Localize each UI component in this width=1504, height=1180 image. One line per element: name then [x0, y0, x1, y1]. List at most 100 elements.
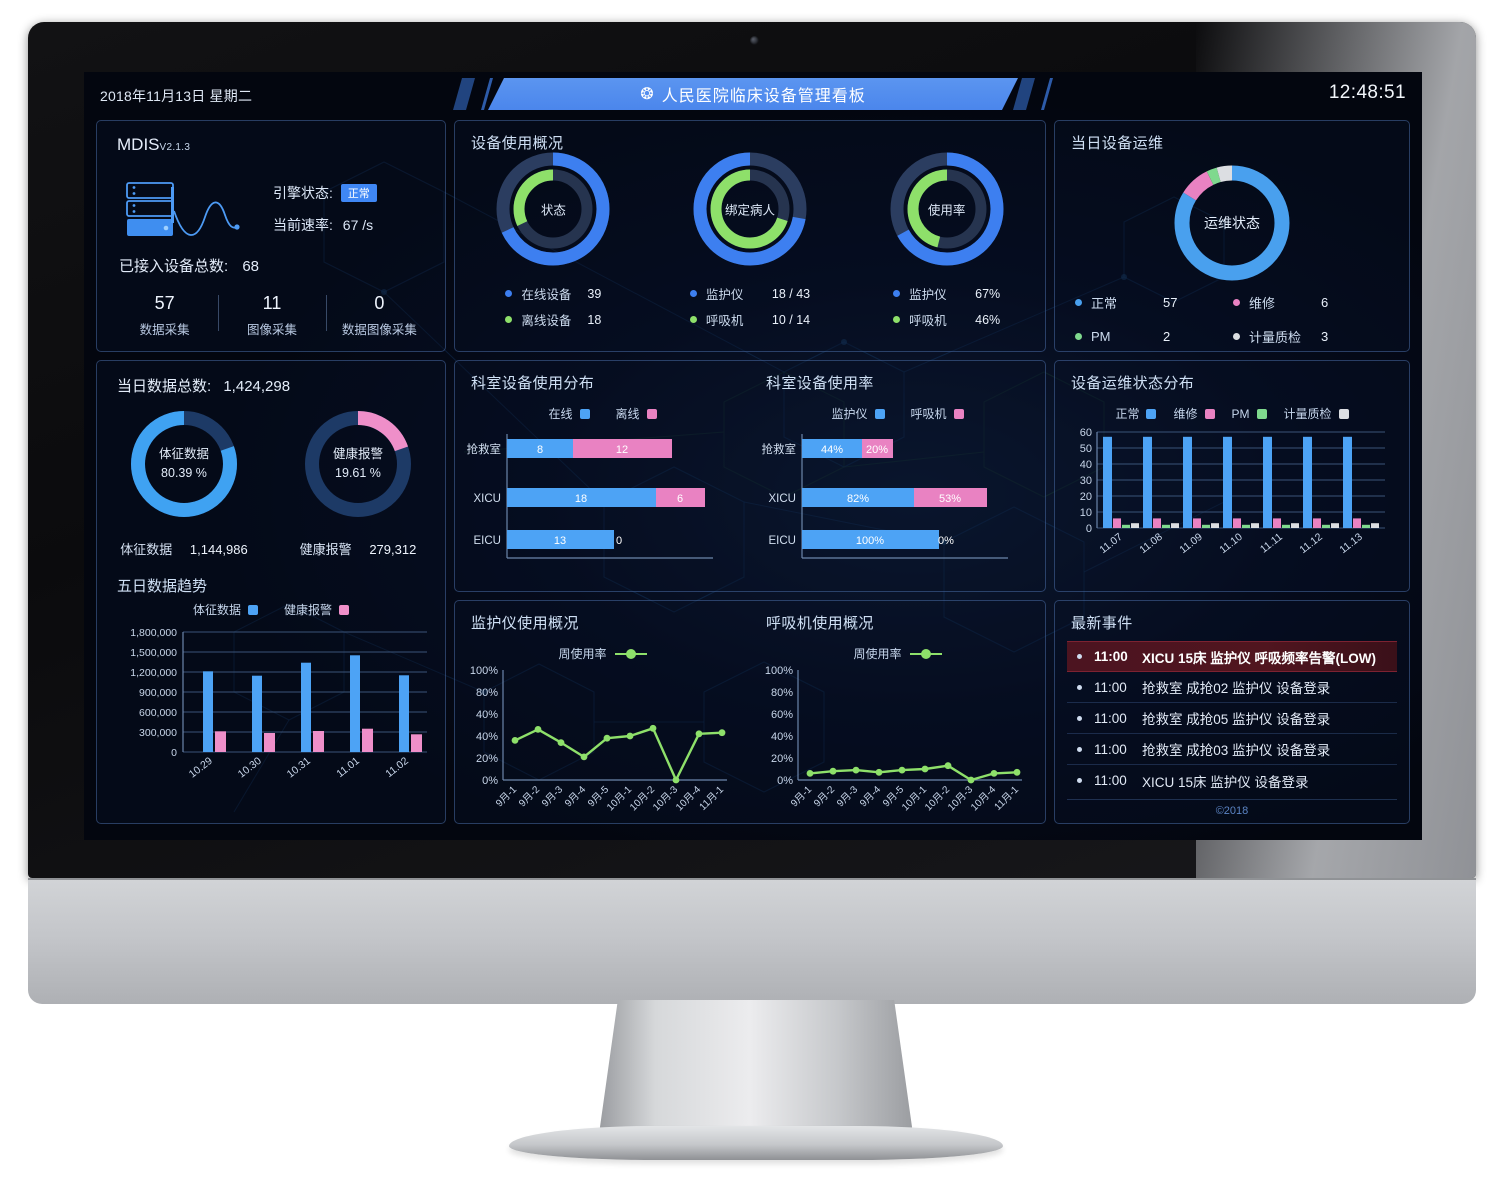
svg-text:10月-2: 10月-2: [922, 783, 952, 813]
header-clock: 12:48:51: [1328, 82, 1406, 103]
svg-text:100%: 100%: [470, 665, 498, 677]
server-rack-icon: [126, 182, 240, 236]
footer-value: 1,144,986: [189, 542, 248, 557]
svg-text:10: 10: [1080, 507, 1092, 519]
ventilator-usage-chart: 100%80%60% 40%20%0% 9月-1 9月-2 9月: [765, 665, 1022, 813]
svg-text:9月-1: 9月-1: [493, 783, 519, 809]
gauge-utilization: 使用率 监护仪 67% 呼吸机 46%: [848, 147, 1045, 329]
event-text: 抢救室 成抢02 监护仪 设备登录: [1142, 681, 1331, 696]
svg-text:600,000: 600,000: [139, 707, 177, 719]
svg-text:44%: 44%: [821, 444, 843, 456]
legend-value: 18: [587, 312, 602, 327]
stat-label: 图像采集: [246, 323, 297, 337]
rate-label: 当前速率:: [273, 217, 333, 233]
svg-text:53%: 53%: [939, 493, 961, 505]
list-item[interactable]: 11:00 XICU 15床 监护仪 呼吸频率告警(LOW): [1067, 641, 1397, 672]
stat-value: 11: [262, 293, 282, 313]
legend-label: 监护仪: [831, 407, 868, 421]
donut-vital-data: 体征数据 80.39 %: [97, 405, 271, 523]
svg-text:XICU: XICU: [474, 493, 501, 505]
legend-dot-icon: [689, 290, 697, 297]
svg-text:10月-4: 10月-4: [968, 783, 998, 813]
legend-item-metrology: 计量质检 3: [1233, 327, 1391, 346]
legend-item: 监护仪 18 / 43: [689, 284, 810, 303]
svg-text:8: 8: [537, 444, 543, 456]
legend-key: 计量质检: [1249, 330, 1302, 345]
legend-item-alarm: 健康报警: [284, 601, 350, 618]
svg-text:9月-2: 9月-2: [516, 783, 542, 809]
status-badge: 正常: [340, 184, 377, 202]
legend-key: 监护仪: [909, 288, 947, 302]
stat-value: 0: [374, 293, 385, 313]
svg-text:11.13: 11.13: [1337, 531, 1365, 556]
svg-text:9月-3: 9月-3: [834, 783, 860, 809]
legend-item-pm: PM 2: [1075, 327, 1233, 346]
gauge-bound-patient: 绑定病人 监护仪 18 / 43 呼吸机 10 / 14: [652, 147, 849, 329]
monitor-stand-foot: [509, 1126, 1003, 1160]
svg-text:9月-4: 9月-4: [562, 783, 588, 809]
svg-text:0: 0: [1086, 523, 1092, 535]
legend-item-repair: 维修: [1173, 405, 1215, 422]
panel-mdis: MDISV2.1.3 引擎状态: 正常 当前速率:: [96, 120, 446, 352]
svg-text:13: 13: [554, 535, 566, 547]
donut-center-label: 运维状态: [1204, 215, 1260, 231]
svg-text:40%: 40%: [476, 709, 498, 721]
list-item[interactable]: 11:00 抢救室 成抢03 监护仪 设备登录: [1067, 734, 1397, 765]
legend-key: 呼吸机: [705, 314, 744, 328]
svg-text:10.31: 10.31: [285, 755, 313, 781]
monitor-stand-neck: [599, 1000, 913, 1134]
data-total-value: 1,424,298: [223, 378, 291, 395]
svg-text:0: 0: [171, 747, 177, 759]
svg-text:抢救室: 抢救室: [467, 442, 502, 456]
list-item[interactable]: 11:00 抢救室 成抢05 监护仪 设备登录: [1067, 703, 1397, 734]
event-time: 11:00: [1094, 741, 1127, 757]
donut-pct: 19.61 %: [335, 466, 381, 480]
legend-value: 2: [1163, 329, 1171, 344]
mdis-name: MDIS: [117, 135, 160, 154]
svg-text:11.01: 11.01: [334, 755, 362, 780]
legend-label: 健康报警: [284, 603, 333, 617]
rate-value: 67 /s: [342, 217, 374, 233]
legend-dot-icon: [505, 316, 513, 323]
legend-item: 呼吸机 10 / 14: [689, 310, 810, 329]
legend-swatch-icon: [1204, 408, 1215, 419]
panel-dept-charts: 科室设备使用分布 在线 离线 抢救室 XICU EICU: [454, 360, 1046, 592]
svg-text:9月-1: 9月-1: [788, 783, 814, 809]
bullet-icon: [1077, 654, 1082, 659]
stat-label: 数据采集: [139, 323, 190, 337]
list-item[interactable]: 11:00 XICU 15床 监护仪 设备登录: [1067, 765, 1397, 796]
event-time: 11:00: [1094, 773, 1127, 788]
legend-key: 正常: [1091, 296, 1118, 311]
legend-item-normal: 正常: [1115, 405, 1157, 422]
monitor-usage-chart: 100%80%40% 40%20%0% 9月-1 9月-2 9月: [470, 665, 727, 813]
svg-text:9月-3: 9月-3: [539, 783, 565, 809]
event-list[interactable]: 11:00 XICU 15床 监护仪 呼吸频率告警(LOW) 11:00 抢救室…: [1067, 641, 1397, 796]
gauge-status: 状态 在线设备 39 离线设备 18: [455, 147, 652, 329]
svg-text:EICU: EICU: [474, 535, 501, 547]
legend-swatch-icon: [953, 408, 964, 419]
monitor-usage-legend: 周使用率: [455, 645, 750, 662]
legend-key: 在线设备: [521, 288, 572, 302]
list-item[interactable]: 11:00 抢救室 成抢02 监护仪 设备登录: [1067, 672, 1397, 703]
svg-text:11.11: 11.11: [1258, 531, 1285, 556]
bullet-icon: [1077, 684, 1082, 690]
data-donut-group: 体征数据 80.39 % 健康报警 19.61 %: [97, 405, 445, 523]
panel-title: 最新事件: [1071, 615, 1133, 632]
legend-label: 体征数据: [192, 603, 241, 617]
legend-key: 呼吸机: [909, 314, 947, 328]
svg-text:10月-1: 10月-1: [899, 783, 929, 813]
stat-image-acquisition: 11 图像采集: [218, 293, 325, 338]
panel-title-dept-distribution: 科室设备使用分布: [471, 375, 595, 392]
legend-label: 周使用率: [558, 647, 607, 661]
gauge-center-label: 状态: [540, 203, 566, 218]
legend-value: 39: [587, 286, 602, 301]
legend-label: 维修: [1173, 407, 1198, 421]
svg-text:1,800,000: 1,800,000: [130, 627, 177, 639]
legend-value: 57: [1163, 295, 1178, 310]
panel-data-today: 当日数据总数: 1,424,298 体征数据 80.39 %: [96, 360, 446, 824]
footer-name: 健康报警: [299, 542, 352, 557]
dept-distribution-chart: 抢救室 XICU EICU 8 12 18 6 13 0: [467, 434, 713, 559]
svg-text:11月-1: 11月-1: [992, 783, 1021, 812]
svg-text:11.02: 11.02: [383, 755, 411, 780]
legend-key: PM: [1091, 329, 1111, 344]
